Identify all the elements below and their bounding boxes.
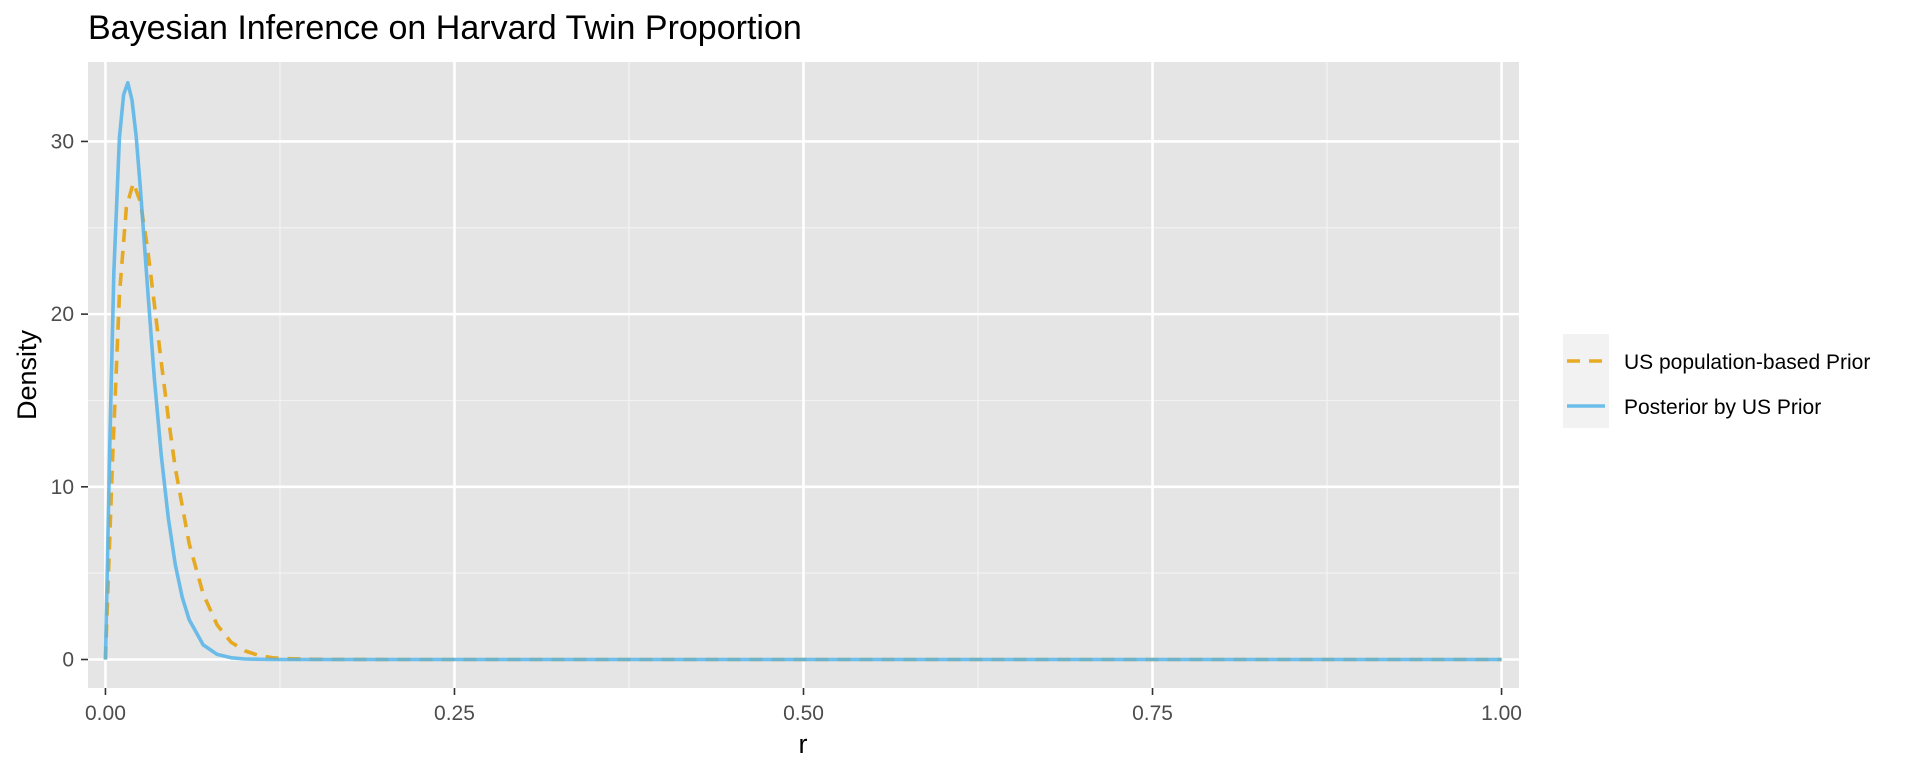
legend-key-background: [1563, 334, 1609, 428]
series-line-2: [103, 80, 1502, 662]
y-axis: 0 10 20 30: [51, 130, 88, 672]
x-tick-label: 1.00: [1481, 702, 1522, 725]
y-tick-label: 20: [51, 303, 74, 326]
y-tick-label: 10: [51, 476, 74, 499]
chart-title: Bayesian Inference on Harvard Twin Propo…: [88, 9, 802, 47]
y-axis-title: Density: [12, 329, 42, 420]
legend: US population-based Prior Posterior by US…: [1563, 334, 1870, 428]
y-tick-label: 30: [51, 130, 74, 153]
y-tick-label: 0: [62, 649, 74, 672]
grid-major: [88, 62, 1519, 688]
x-tick-label: 0.75: [1132, 702, 1173, 725]
series-layer: [103, 80, 1502, 662]
x-axis-title: r: [799, 729, 808, 759]
x-tick-label: 0.25: [434, 702, 475, 725]
legend-label-2: Posterior by US Prior: [1624, 396, 1821, 419]
x-tick-label: 0.00: [85, 702, 126, 725]
x-tick-label: 0.50: [783, 702, 824, 725]
x-axis: 0.00 0.25 0.50 0.75 1.00: [85, 688, 1522, 725]
legend-label-1: US population-based Prior: [1624, 351, 1870, 374]
